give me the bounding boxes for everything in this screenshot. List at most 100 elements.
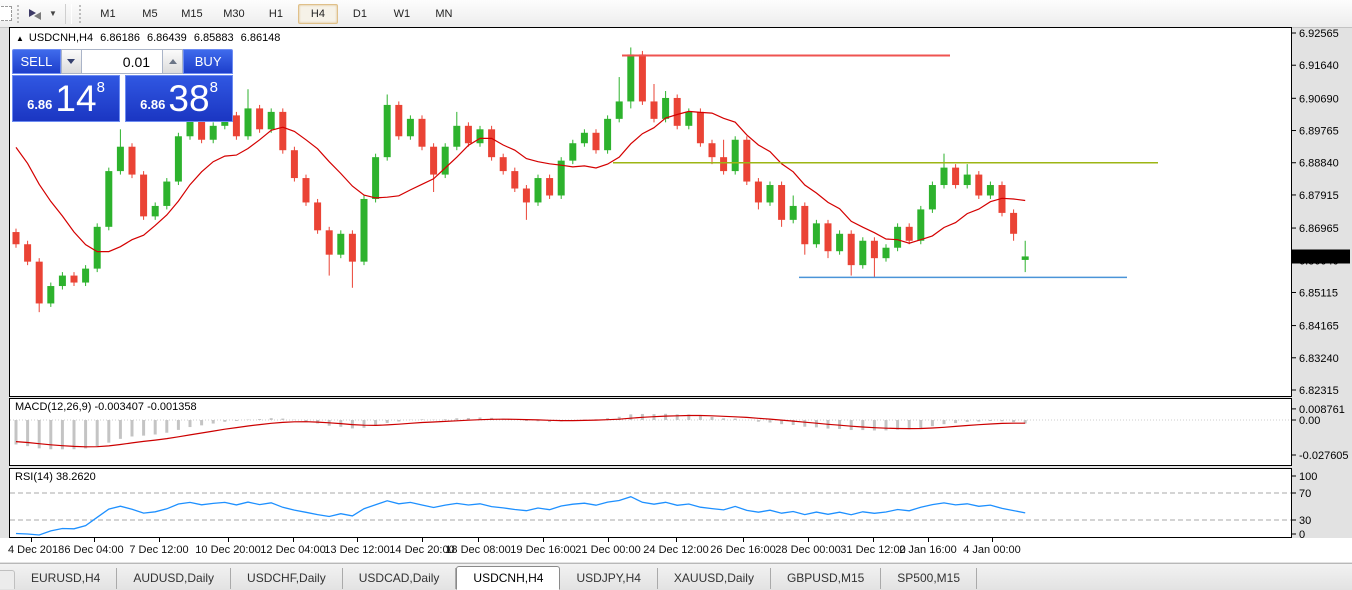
selection-tool-icon[interactable] [0, 4, 12, 24]
tab-audusd-daily[interactable]: AUDUSD,Daily [117, 568, 232, 589]
date-axis-tick [478, 538, 479, 542]
tab-eurusd-h4[interactable]: EURUSD,H4 [15, 568, 118, 589]
candle-body [998, 185, 1006, 213]
candle-body [917, 209, 925, 241]
date-axis[interactable]: 4 Dec 2018 6 Dec 04:00 7 Dec 12:00 10 Dec 2… [0, 538, 1352, 562]
timeframe-button-m15[interactable]: M15 [181, 7, 203, 20]
date-axis-tick [808, 538, 809, 542]
candle-body [499, 157, 507, 172]
date-axis-label: 6 Dec 04:00 [64, 544, 124, 556]
timeframe-button-mn[interactable]: MN [435, 7, 453, 20]
tab-sp500-m15[interactable]: SP500,M15 [881, 568, 978, 589]
lot-decrease-button[interactable] [60, 49, 83, 74]
tab-xauusd-daily[interactable]: XAUUSD,Daily [658, 568, 771, 589]
tab-usdcnh-h4[interactable]: USDCNH,H4 [456, 566, 561, 590]
tab-gbpusd-m15[interactable]: GBPUSD,M15 [771, 568, 882, 589]
candle-body [395, 104, 403, 137]
tab-usdcad-daily[interactable]: USDCAD,Daily [343, 568, 457, 589]
rsi-axis-label: 70 [1299, 488, 1311, 500]
candle-body [12, 232, 20, 245]
sell-price-prefix: 6.86 [27, 97, 53, 112]
macd-axis-label: 0.008761 [1299, 404, 1345, 416]
candle-body [766, 185, 774, 203]
moving-average-line[interactable] [15, 110, 1026, 253]
chevron-down-icon[interactable]: ▼ [49, 9, 57, 18]
tab-usdchf-daily[interactable]: USDCHF,Daily [231, 568, 343, 589]
candle-body [615, 101, 623, 119]
candle-body [963, 174, 971, 186]
candle-body [522, 188, 530, 203]
macd-axis-label: 0.00 [1299, 415, 1320, 427]
candle-body [870, 240, 878, 259]
candle-body [627, 54, 635, 102]
date-axis-label: 4 Dec 2018 [8, 544, 65, 556]
candle-body [754, 181, 762, 203]
lot-size-input[interactable] [82, 49, 163, 74]
date-axis-tick [928, 538, 929, 542]
candle-body [488, 129, 496, 158]
price-axis-label: 6.85115 [1299, 287, 1338, 299]
macd-frame [9, 398, 1292, 466]
candle-body [882, 247, 890, 259]
candle-body [720, 157, 728, 172]
caret-down-icon [67, 59, 76, 64]
timeframe-button-w1[interactable]: W1 [393, 7, 411, 20]
collapse-one-click-icon[interactable]: ▲ [16, 34, 24, 43]
candle-body [186, 118, 194, 137]
sell-button[interactable]: SELL [12, 49, 61, 74]
candle-body [35, 261, 43, 304]
candle-body [151, 205, 159, 217]
price-axis-label: 6.92565 [1299, 28, 1339, 40]
lot-increase-button[interactable] [162, 49, 184, 74]
date-axis-tick [94, 538, 95, 542]
timeframe-button-m5[interactable]: M5 [142, 7, 158, 20]
buy-button[interactable]: BUY [183, 49, 233, 74]
buy-price-display[interactable]: 6.86 38 8 [125, 75, 233, 122]
timeframe-button-m30[interactable]: M30 [223, 7, 245, 20]
date-axis-label: 4 Jan 00:00 [963, 544, 1021, 556]
date-axis-tick [31, 538, 32, 542]
candle-body [696, 111, 704, 144]
candle-body [731, 139, 739, 172]
timeframe-button-m1[interactable]: M1 [100, 7, 116, 20]
buy-price-pip: 8 [209, 79, 218, 96]
toolbar-separator [64, 3, 72, 24]
candle-body [209, 125, 217, 140]
candle-body [789, 205, 797, 220]
sell-price-display[interactable]: 6.86 14 8 [12, 75, 120, 122]
date-axis-tick [992, 538, 993, 542]
macd-axis-label: -0.027605 [1299, 450, 1349, 462]
date-axis-label: 10 Dec 20:00 [195, 544, 261, 556]
candle-body [105, 171, 113, 227]
date-axis-label: 31 Dec 12:00 [840, 544, 906, 556]
candle-body [267, 111, 275, 130]
rsi-panel[interactable]: 100 70 30 0 [0, 468, 1352, 538]
date-axis-tick [676, 538, 677, 542]
caret-up-icon [168, 59, 177, 64]
rsi-axis[interactable]: 100 70 30 0 [1291, 471, 1318, 538]
timeframe-button-h4[interactable]: H4 [297, 3, 338, 24]
candle-body [430, 146, 438, 175]
candle-body [801, 205, 809, 245]
candle-body [847, 233, 855, 266]
candle-body [604, 118, 612, 151]
price-axis[interactable]: 6.92565 6.91640 6.90690 6.89765 6.88840 6.879… [1291, 28, 1339, 397]
timeframe-button-d1[interactable]: D1 [352, 7, 367, 20]
candle-body [743, 139, 751, 182]
date-axis-label: 13 Dec 12:00 [324, 544, 390, 556]
candle-body [952, 167, 960, 186]
tile-windows-icon[interactable] [27, 4, 43, 24]
candle-body [163, 181, 171, 206]
date-axis-tick [357, 538, 358, 542]
candle-body [905, 226, 913, 241]
candle-body [928, 185, 936, 210]
date-axis-label: 2 Jan 16:00 [899, 544, 957, 556]
buy-price-prefix: 6.86 [140, 97, 166, 112]
tab-usdjpy-h4[interactable]: USDJPY,H4 [560, 568, 658, 589]
timeframe-button-h1[interactable]: H1 [268, 7, 283, 20]
date-axis-tick [743, 538, 744, 542]
candle-body [441, 146, 449, 175]
candle-body [894, 226, 902, 248]
